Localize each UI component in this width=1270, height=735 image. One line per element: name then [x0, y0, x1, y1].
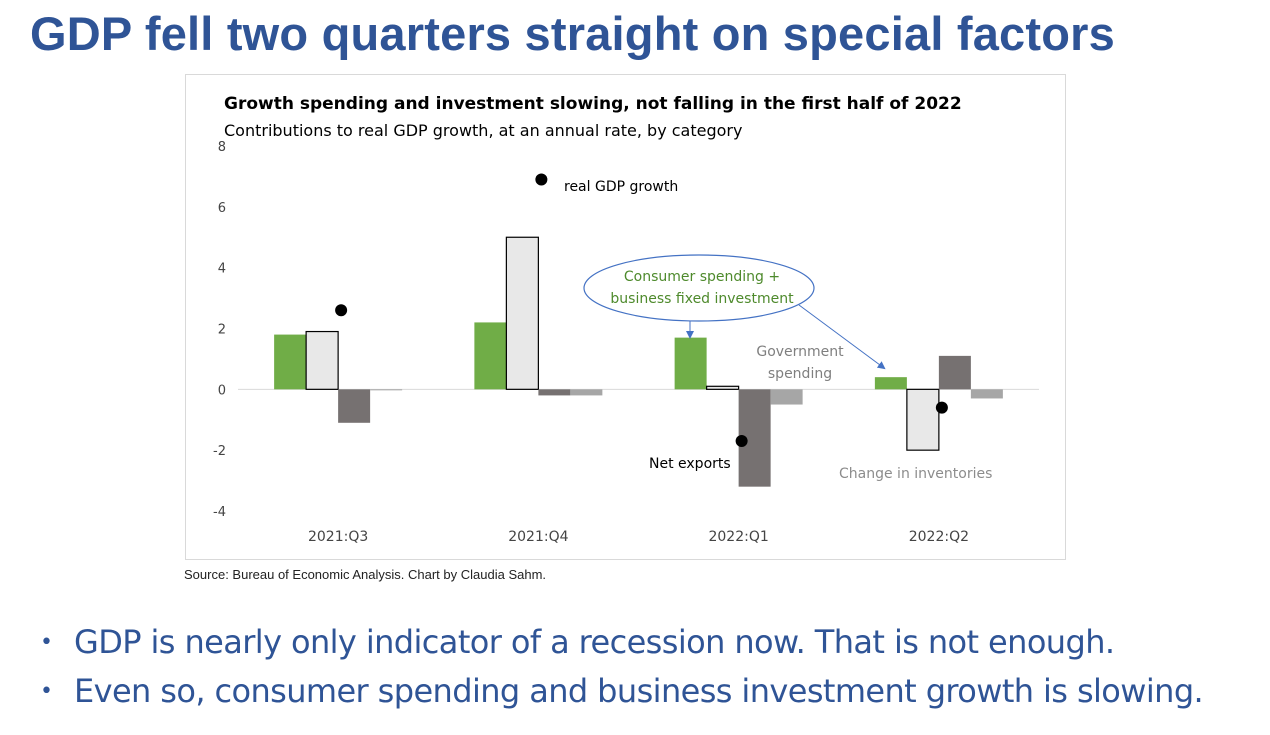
x-tick-label: 2021:Q4 — [508, 529, 568, 545]
bar-net-exports — [538, 389, 571, 396]
consumer-label-line2: business fixed investment — [610, 291, 794, 307]
chart-source-note: Source: Bureau of Economic Analysis. Cha… — [184, 567, 547, 582]
bullet-item: • GDP is nearly only indicator of a reces… — [40, 618, 1203, 667]
y-tick-label: 8 — [218, 140, 226, 155]
bar-government-spending — [770, 389, 803, 405]
y-tick-label: 0 — [218, 383, 226, 398]
x-tick-label: 2021:Q3 — [308, 529, 368, 545]
bar-change-in-inventories — [906, 388, 940, 451]
y-tick-label: 2 — [218, 323, 226, 338]
bar-consumer-spending-business-fixed-investment — [874, 377, 907, 390]
y-tick-label: 4 — [218, 262, 226, 277]
bar-change-in-inventories — [505, 236, 539, 390]
government-label-line2: spending — [768, 366, 832, 382]
bar-change-in-inventories — [706, 385, 740, 390]
chart-panel: Growth spending and investment slowing, … — [185, 74, 1066, 560]
real-gdp-dot — [535, 173, 548, 186]
y-tick-label: -4 — [213, 505, 226, 520]
x-tick-label: 2022:Q2 — [909, 529, 969, 545]
bullet-text: Even so, consumer spending and business … — [74, 672, 1204, 710]
y-tick-label: -2 — [213, 444, 226, 459]
real-gdp-dot — [735, 435, 748, 448]
y-tick-label: 6 — [218, 201, 226, 216]
slide-title: GDP fell two quarters straight on specia… — [30, 7, 1115, 60]
bar-government-spending — [970, 389, 1003, 399]
government-label-line1: Government — [756, 344, 844, 360]
bar-consumer-spending-business-fixed-investment — [474, 322, 507, 390]
y-axis-labels: -4 -2 0 2 4 6 8 — [213, 140, 226, 520]
net-exports-label: Net exports — [649, 456, 731, 472]
bullet-text: GDP is nearly only indicator of a recess… — [74, 623, 1115, 661]
chart-svg: Growth spending and investment slowing, … — [213, 94, 1039, 545]
bullet-list: • GDP is nearly only indicator of a reces… — [40, 618, 1204, 716]
bar-change-in-inventories — [305, 330, 339, 390]
bullet-item: • Even so, consumer spending and business… — [40, 667, 1204, 716]
chart-subtitle: Contributions to real GDP growth, at an … — [224, 121, 742, 140]
bullet-glyph: • — [40, 630, 53, 655]
consumer-arrow-q2 — [798, 304, 886, 370]
chart-title: Growth spending and investment slowing, … — [224, 94, 962, 114]
real-gdp-dot — [335, 304, 348, 317]
bar-consumer-spending-business-fixed-investment — [274, 334, 307, 390]
bar-government-spending — [370, 389, 403, 391]
bar-consumer-spending-business-fixed-investment — [674, 337, 707, 390]
real-gdp-dot — [935, 401, 948, 414]
bar-net-exports — [938, 355, 971, 390]
x-tick-label: 2022:Q1 — [708, 529, 768, 545]
real-gdp-label: real GDP growth — [564, 179, 678, 195]
x-axis-labels: 2021:Q3 2021:Q4 2022:Q1 2022:Q2 — [308, 529, 969, 545]
inventories-label: Change in inventories — [839, 466, 992, 482]
real-gdp-dots — [335, 173, 948, 448]
consumer-label-line1: Consumer spending + — [624, 269, 780, 285]
bullet-glyph: • — [40, 679, 53, 704]
bars-layer — [274, 236, 1003, 487]
bar-net-exports — [338, 389, 371, 423]
consumer-callout-ellipse — [583, 254, 815, 322]
bar-government-spending — [570, 389, 603, 396]
